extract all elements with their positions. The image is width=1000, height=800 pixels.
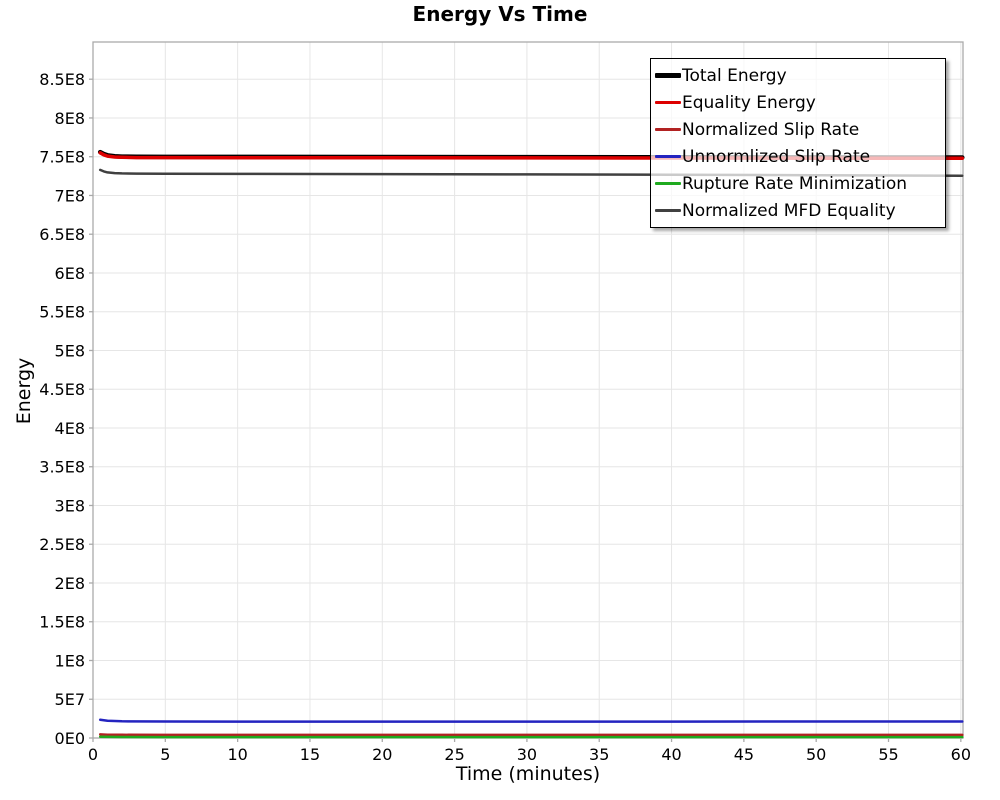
x-tick-label: 25: [444, 745, 464, 764]
y-tick-label: 8E8: [55, 109, 85, 128]
legend-item: Unnormlized Slip Rate: [655, 143, 941, 170]
x-tick-label: 45: [734, 745, 754, 764]
x-tick-label: 5: [160, 745, 170, 764]
y-axis-label: Energy: [13, 357, 35, 425]
legend-line-swatch: [655, 128, 681, 131]
legend-item: Normalized MFD Equality: [655, 197, 941, 224]
legend-item: Total Energy: [655, 62, 941, 89]
x-tick-label: 60: [951, 745, 971, 764]
x-tick-label: 30: [517, 745, 537, 764]
x-tick-label: 0: [88, 745, 98, 764]
legend-line-swatch: [655, 209, 681, 212]
x-tick-label: 15: [300, 745, 320, 764]
series-line-normalized-slip-rate: [98, 733, 964, 737]
y-tick-label: 7.5E8: [39, 148, 85, 167]
y-tick-label: 3E8: [55, 496, 85, 515]
chart-title: Energy Vs Time: [412, 2, 588, 26]
y-tick-label: 2E8: [55, 574, 85, 593]
y-tick-label: 5.5E8: [39, 303, 85, 322]
legend-line-swatch: [655, 155, 681, 158]
y-tick-label: 8.5E8: [39, 70, 85, 89]
x-tick-label: 55: [878, 745, 898, 764]
y-tick-label: 5E7: [55, 690, 85, 709]
y-tick-label: 4.5E8: [39, 380, 85, 399]
y-tick-label: 1.5E8: [39, 613, 85, 632]
legend-label: Normalized MFD Equality: [682, 200, 896, 221]
legend: Total Energy Equality Energy Normalized Sl…: [650, 58, 946, 228]
y-tick-label: 4E8: [55, 419, 85, 438]
x-tick-label: 50: [806, 745, 826, 764]
series-line-unnormlized-slip-rate: [98, 718, 964, 723]
y-tick-label: 1E8: [55, 651, 85, 670]
y-tick-label: 2.5E8: [39, 535, 85, 554]
y-tick-label: 6E8: [55, 264, 85, 283]
legend-label: Unnormlized Slip Rate: [682, 146, 871, 167]
x-tick-label: 35: [589, 745, 609, 764]
x-tick-label: 10: [227, 745, 247, 764]
x-tick-label: 40: [661, 745, 681, 764]
y-tick-label: 0E0: [55, 729, 85, 748]
y-tick-label: 7E8: [55, 186, 85, 205]
y-tick-label: 3.5E8: [39, 458, 85, 477]
legend-label: Total Energy: [682, 65, 787, 86]
legend-label: Rupture Rate Minimization: [682, 173, 907, 194]
legend-label: Equality Energy: [682, 92, 816, 113]
legend-label: Normalized Slip Rate: [682, 119, 860, 140]
y-tick-label: 5E8: [55, 341, 85, 360]
x-tick-label: 20: [372, 745, 392, 764]
y-tick-label: 6.5E8: [39, 225, 85, 244]
x-axis-label: Time (minutes): [455, 763, 601, 785]
legend-item: Normalized Slip Rate: [655, 116, 941, 143]
legend-item: Rupture Rate Minimization: [655, 170, 941, 197]
legend-line-swatch: [655, 182, 681, 185]
legend-line-swatch: [655, 73, 681, 78]
legend-item: Equality Energy: [655, 89, 941, 116]
legend-line-swatch: [655, 100, 681, 105]
